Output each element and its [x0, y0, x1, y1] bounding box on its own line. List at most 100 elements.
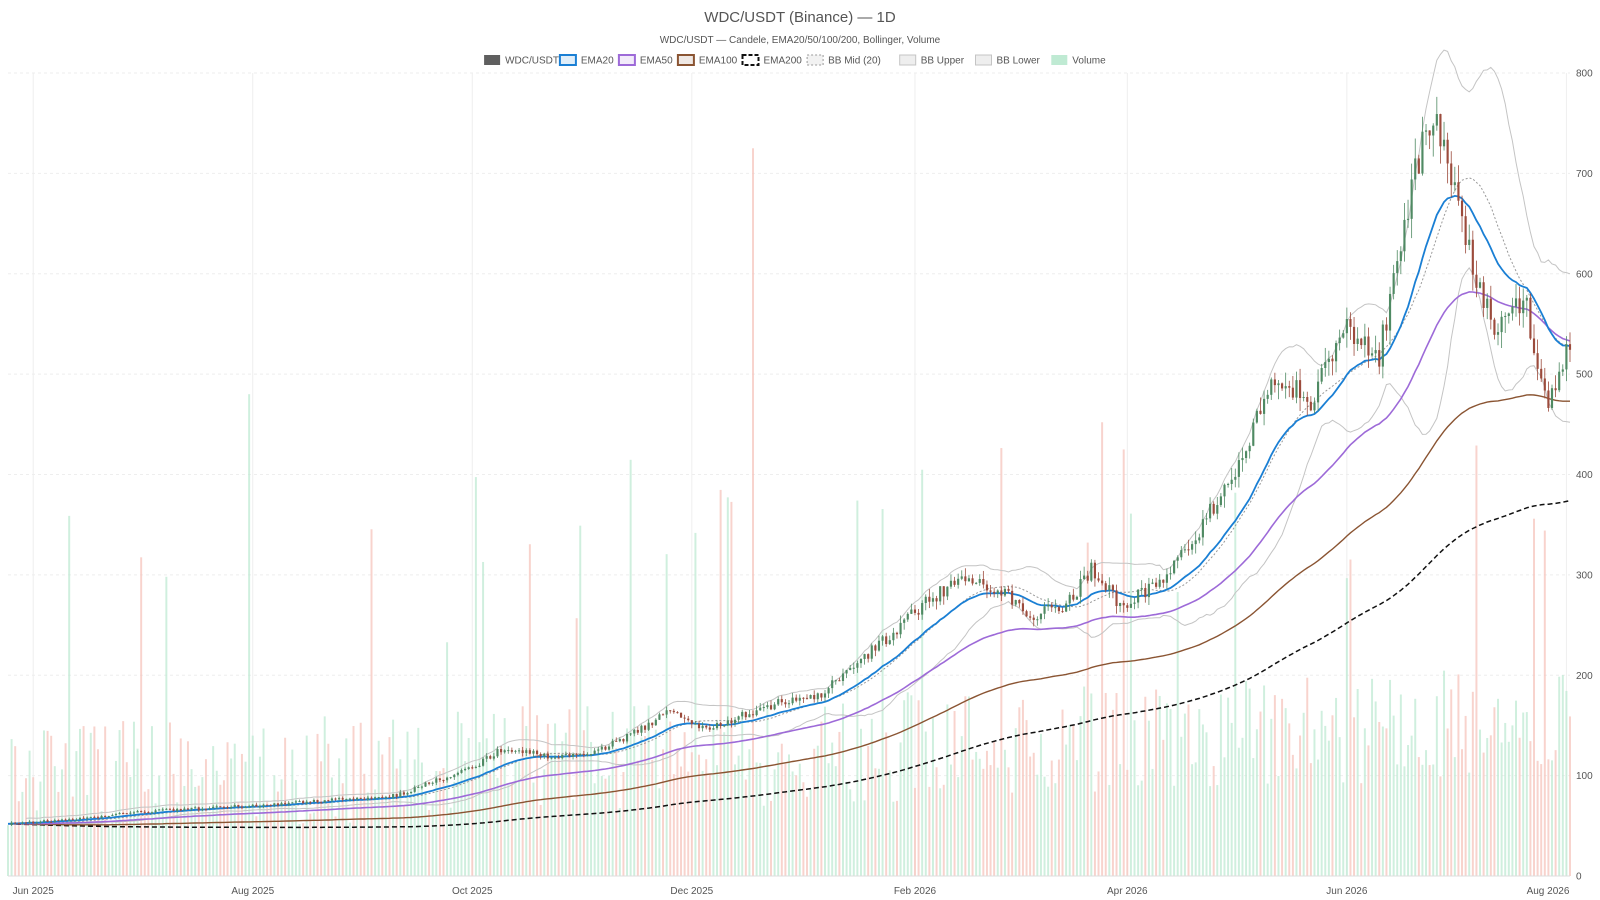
candle-body	[561, 754, 564, 759]
candle-body	[928, 596, 931, 602]
candle-body	[831, 680, 834, 689]
candle-body	[363, 798, 366, 800]
volume-bar	[1115, 693, 1118, 876]
y-tick-label: 400	[1576, 470, 1593, 481]
volume-bar	[1299, 735, 1302, 876]
candle-body	[1270, 379, 1273, 395]
volume-bar	[1443, 670, 1446, 876]
candle-body	[1298, 380, 1302, 398]
volume-bar	[752, 148, 754, 876]
candle-body	[1241, 457, 1244, 461]
candle-body	[701, 725, 704, 729]
volume-bar	[93, 726, 96, 876]
candle-body	[672, 710, 675, 713]
volume-bar	[777, 752, 780, 876]
candle-body	[1568, 344, 1572, 350]
candle-body	[1511, 306, 1514, 314]
volume-bar	[694, 532, 697, 876]
legend-item: EMA20	[558, 54, 614, 67]
candle-body	[1248, 445, 1251, 452]
candle-body	[1111, 585, 1114, 591]
volume-bar	[1036, 774, 1039, 876]
candle-body	[1428, 130, 1431, 136]
candle-body	[1482, 282, 1485, 308]
volume-bar	[50, 735, 53, 876]
candle-body	[140, 811, 143, 813]
candle-body	[960, 576, 963, 579]
volume-bar	[309, 813, 312, 876]
candle-body	[1309, 401, 1312, 411]
volume-bar	[442, 768, 445, 876]
candle-body	[1158, 579, 1161, 587]
volume-bar	[1011, 792, 1014, 876]
candle-body	[1039, 613, 1043, 620]
candle-body	[647, 722, 650, 730]
candle-body	[114, 813, 118, 815]
volume-bar	[449, 807, 452, 876]
volume-bar	[1313, 729, 1316, 876]
volume-bar	[438, 771, 441, 876]
candle-body	[417, 786, 420, 788]
volume-bar	[1155, 689, 1158, 876]
candle-body	[1349, 319, 1352, 327]
candle-body	[428, 782, 431, 784]
candle-body	[845, 670, 848, 674]
candle-body	[521, 750, 524, 754]
candle-body	[1284, 386, 1287, 389]
candle-body	[1079, 579, 1082, 597]
volume-bar	[118, 730, 121, 876]
volume-bar	[1381, 726, 1384, 876]
candle-body	[1514, 298, 1518, 307]
legend-item: EMA200	[741, 54, 802, 67]
candle-body	[276, 803, 280, 806]
candle-body	[1126, 605, 1129, 608]
candle-body	[823, 693, 827, 698]
volume-bar	[294, 779, 297, 876]
volume-bar	[910, 695, 913, 876]
candle-body	[370, 797, 373, 799]
candle-body	[597, 749, 600, 751]
candle-body	[179, 808, 182, 811]
legend-item: EMA50	[617, 54, 673, 67]
candle-body	[805, 697, 809, 699]
volume-bar	[996, 767, 999, 876]
candle-body	[651, 722, 654, 726]
candle-body	[132, 812, 136, 814]
volume-bar	[464, 761, 467, 876]
candle-body	[1151, 582, 1154, 584]
candle-body	[795, 697, 798, 701]
volume-bar	[1021, 699, 1024, 876]
candle-body	[820, 693, 823, 698]
volume-bar	[431, 800, 434, 876]
volume-bar	[730, 501, 733, 876]
bollinger-bands	[25, 49, 1571, 825]
volume-bar	[676, 748, 679, 876]
candle-body	[1565, 344, 1568, 370]
volume-bar	[1083, 686, 1086, 876]
volume-bar	[1255, 729, 1258, 876]
candle-body	[107, 815, 110, 817]
volume-bar	[1317, 759, 1320, 876]
volume-bar	[374, 789, 377, 876]
x-axis: Jun 2025 Aug 2025 Oct 2025 Dec 2025 Feb 2026…	[8, 875, 1570, 897]
volume-bar	[1497, 698, 1500, 876]
candle-body	[240, 806, 244, 808]
candle-body	[154, 810, 157, 813]
candle-body	[222, 806, 226, 808]
candle-body	[1338, 337, 1341, 344]
candle-body	[1345, 319, 1348, 334]
bb-mid-line	[25, 177, 1571, 824]
candle-body	[262, 804, 265, 807]
y-tick-label: 200	[1576, 671, 1593, 682]
candle-body	[359, 797, 362, 799]
candle-body	[1093, 562, 1096, 579]
volume-bar	[1302, 712, 1305, 876]
volume-bar	[658, 788, 661, 876]
volume-bar	[669, 721, 672, 876]
candle-body	[1388, 293, 1392, 331]
candle-body	[1360, 338, 1363, 346]
volume-bar	[1342, 782, 1345, 876]
volume-bar	[64, 743, 67, 876]
legend-swatch-candle	[484, 55, 501, 65]
candle-body	[553, 757, 557, 759]
